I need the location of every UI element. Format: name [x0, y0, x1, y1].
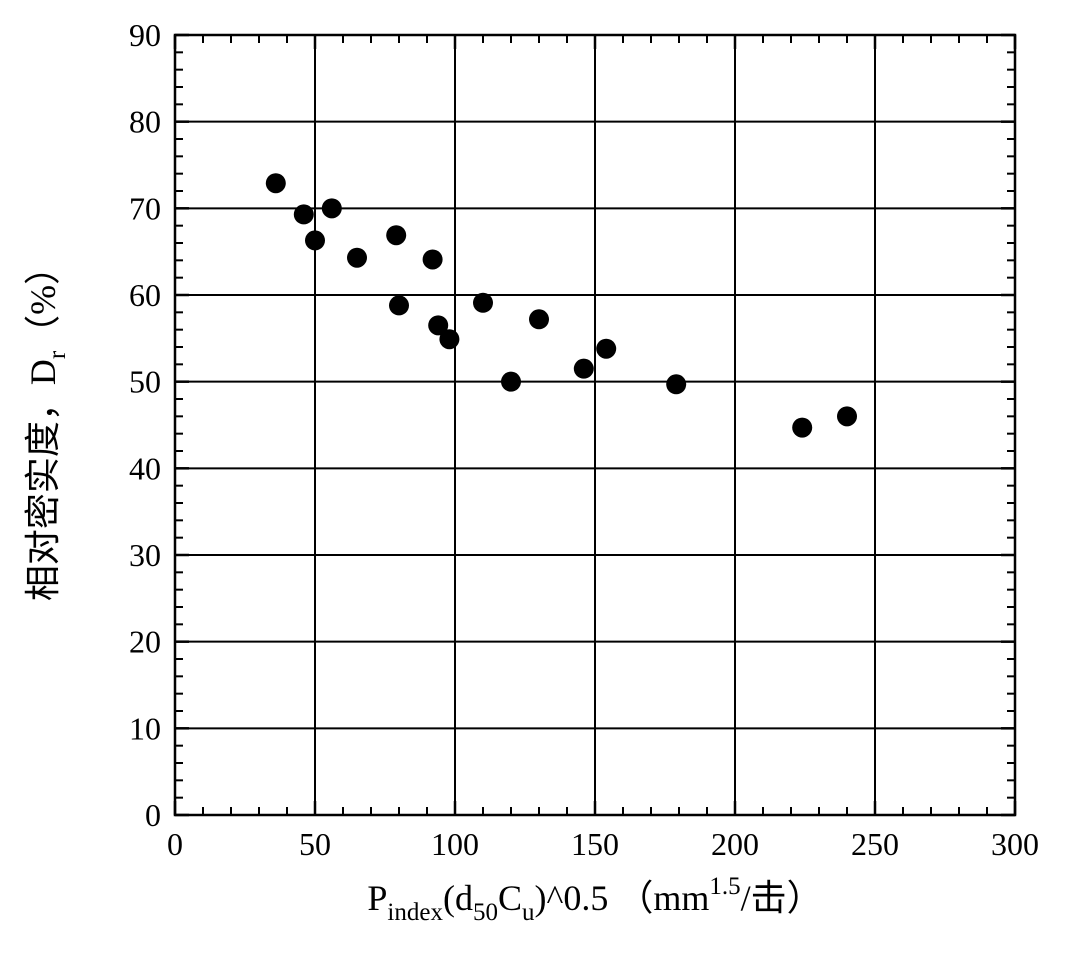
data-point — [294, 204, 314, 224]
scatter-chart: 0501001502002503000102030405060708090Pin… — [0, 0, 1070, 959]
x-tick-label: 0 — [167, 826, 183, 862]
data-point — [574, 359, 594, 379]
x-tick-label: 150 — [571, 826, 619, 862]
data-point — [792, 418, 812, 438]
data-point — [423, 249, 443, 269]
data-point — [389, 295, 409, 315]
y-tick-label: 40 — [129, 450, 161, 486]
y-tick-label: 70 — [129, 190, 161, 226]
x-tick-label: 50 — [299, 826, 331, 862]
chart-svg: 0501001502002503000102030405060708090Pin… — [0, 0, 1070, 959]
y-tick-label: 20 — [129, 624, 161, 660]
y-tick-label: 60 — [129, 277, 161, 313]
y-tick-label: 50 — [129, 364, 161, 400]
data-point — [305, 230, 325, 250]
data-point — [666, 374, 686, 394]
x-tick-label: 250 — [851, 826, 899, 862]
x-tick-label: 200 — [711, 826, 759, 862]
y-tick-label: 90 — [129, 17, 161, 53]
data-point — [266, 173, 286, 193]
data-point — [473, 293, 493, 313]
y-tick-label: 80 — [129, 104, 161, 140]
x-tick-label: 300 — [991, 826, 1039, 862]
x-tick-label: 100 — [431, 826, 479, 862]
data-point — [501, 372, 521, 392]
y-tick-label: 0 — [145, 797, 161, 833]
y-tick-label: 30 — [129, 537, 161, 573]
data-point — [837, 406, 857, 426]
data-point — [347, 248, 367, 268]
y-tick-label: 10 — [129, 710, 161, 746]
data-point — [386, 225, 406, 245]
data-point — [596, 339, 616, 359]
data-point — [322, 198, 342, 218]
data-point — [439, 329, 459, 349]
data-point — [529, 309, 549, 329]
